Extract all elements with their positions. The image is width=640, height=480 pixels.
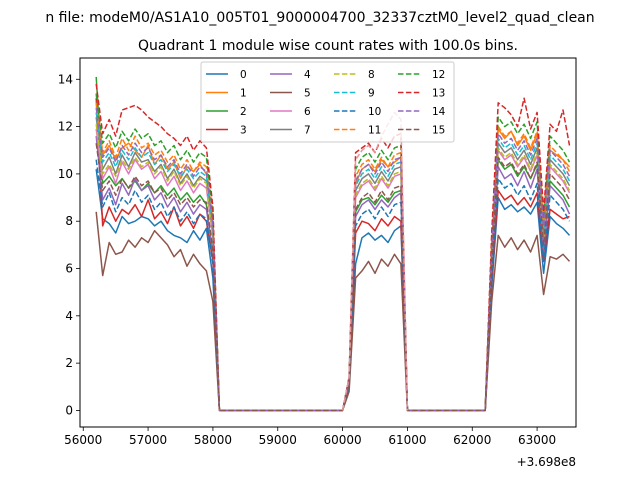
legend-label-1: 1 — [240, 88, 247, 100]
legend-label-4: 4 — [304, 69, 311, 81]
legend-label-10: 10 — [368, 106, 381, 118]
plot-area: 56000 57000 58000 59000 60000 61000 62000 63000… — [58, 57, 577, 469]
y-tick-label-3: 6 — [65, 262, 73, 276]
legend-box — [200, 61, 455, 143]
legend-label-12: 12 — [432, 69, 445, 81]
legend-label-8: 8 — [368, 69, 375, 81]
x-tick-label-4: 60000 — [323, 433, 361, 447]
y-tick-label-5: 10 — [58, 167, 73, 181]
x-tick-label-6: 62000 — [453, 433, 491, 447]
legend-label-7: 7 — [304, 125, 311, 137]
y-tick-label-1: 2 — [65, 356, 73, 370]
x-offset-label: +3.698e8 — [517, 455, 576, 469]
legend-label-14: 14 — [432, 106, 446, 118]
x-tick-label-5: 61000 — [388, 433, 426, 447]
legend-label-5: 5 — [304, 88, 311, 100]
axes-frame — [79, 57, 577, 428]
y-tick-label-4: 8 — [65, 214, 73, 228]
y-tick-label-7: 14 — [58, 72, 73, 86]
chart-title: Quadrant 1 module wise count rates with … — [138, 38, 518, 54]
x-tick-label-2: 58000 — [194, 433, 232, 447]
x-tick-label-7: 63000 — [518, 433, 556, 447]
x-tick-label-3: 59000 — [259, 433, 297, 447]
x-tick-label-0: 56000 — [64, 433, 102, 447]
legend-label-0: 0 — [240, 69, 247, 81]
legend-label-15: 15 — [432, 125, 445, 137]
legend-label-6: 6 — [304, 106, 311, 118]
legend-label-13: 13 — [432, 88, 445, 100]
legend-label-2: 2 — [240, 106, 247, 118]
legend-label-11: 11 — [368, 125, 381, 137]
x-tick-label-1: 57000 — [129, 433, 167, 447]
legend-label-9: 9 — [368, 88, 375, 100]
y-tick-label-2: 4 — [65, 309, 73, 323]
y-tick-label-6: 12 — [58, 120, 73, 134]
x-axis: 56000 57000 58000 59000 60000 61000 62000 63000 — [64, 427, 556, 447]
series-line-15 — [95, 143, 571, 412]
y-axis: 0 2 4 6 8 10 12 14 — [58, 72, 80, 417]
series-layer — [95, 76, 571, 412]
legend-label-3: 3 — [240, 125, 247, 137]
figure-suptitle: n file: modeM0/AS1A10_005T01_9000004700_… — [45, 10, 594, 26]
y-tick-label-0: 0 — [65, 403, 73, 417]
